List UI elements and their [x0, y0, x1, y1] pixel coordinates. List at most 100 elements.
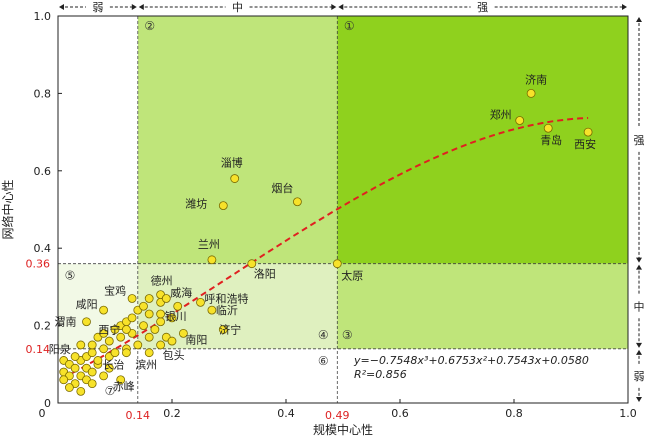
data-point — [167, 313, 177, 323]
data-point — [70, 352, 80, 361]
data-point-银川 — [156, 309, 166, 319]
data-point — [116, 332, 126, 342]
trend-layer — [63, 117, 589, 379]
y-band-mid-arrow-bottom — [636, 342, 642, 348]
y-band-strong-arrow-top — [636, 17, 642, 22]
y-tick-label: 1.0 — [34, 10, 52, 23]
data-point-阳泉 — [76, 340, 86, 350]
zone-number-3: ③ — [342, 328, 353, 342]
zone-number-2: ② — [144, 19, 155, 33]
data-point — [139, 321, 148, 331]
point-label: 南阳 — [185, 333, 207, 346]
y-band-strong-label: 强 — [634, 134, 645, 147]
data-point — [99, 328, 108, 338]
equation-box — [346, 351, 626, 381]
data-point — [99, 344, 108, 354]
y-threshold-label: 0.36 — [26, 258, 51, 271]
point-label: 威海 — [170, 286, 192, 300]
y-band-weak-arrow-top — [636, 349, 642, 355]
zone-4-fill — [137, 263, 338, 349]
data-point-济南 — [526, 89, 536, 98]
point-label: 济宁 — [219, 322, 241, 336]
threshold-lines — [58, 16, 628, 403]
point-label: 西安 — [574, 137, 596, 151]
data-point-宝鸡 — [127, 294, 137, 303]
point-label: 宝鸡 — [104, 284, 126, 298]
y-band-weak-label: 弱 — [634, 370, 645, 383]
y-band-weak-arrow-bottom — [636, 397, 642, 402]
point-label: 阳泉 — [49, 342, 71, 356]
zone-number-4: ④ — [318, 328, 329, 342]
data-point-包头 — [156, 340, 166, 350]
point-label: 济南 — [525, 72, 547, 86]
data-point-洛阳 — [247, 259, 257, 269]
data-point — [156, 317, 166, 327]
data-point — [127, 313, 137, 323]
data-point-咸阳 — [99, 305, 108, 315]
data-point — [59, 375, 69, 385]
data-point — [65, 383, 74, 392]
data-point-济宁 — [218, 325, 228, 334]
x-band-weak-arrow-left — [59, 4, 64, 10]
point-label: 兰州 — [198, 238, 220, 251]
zone-3-fill — [337, 263, 628, 349]
x-tick-label: 0 — [39, 407, 46, 420]
data-point — [144, 294, 154, 303]
point-label: 潍坊 — [185, 197, 207, 211]
point-label: 洛阳 — [254, 267, 276, 281]
x-threshold-label: 0.49 — [325, 409, 350, 422]
x-band-mid-label: 中 — [232, 1, 243, 14]
point-label: 太原 — [341, 270, 363, 283]
point-label: 呼和浩特 — [205, 291, 249, 305]
x-band-mid-arrow-left — [138, 4, 144, 10]
data-point — [104, 363, 114, 373]
data-point-潍坊 — [218, 201, 228, 211]
data-point-呼和浩特 — [196, 297, 205, 307]
data-point — [93, 356, 103, 365]
point-label: 赤峰 — [113, 380, 135, 393]
data-point — [150, 325, 160, 334]
data-point-临沂 — [207, 305, 217, 315]
data-point-兰州 — [207, 255, 217, 265]
point-label: 长治 — [102, 358, 124, 372]
data-point-淄博 — [230, 174, 240, 183]
y-tick-label: 0.2 — [34, 320, 52, 333]
data-point-南阳 — [178, 328, 188, 338]
data-point-郑州 — [515, 116, 525, 125]
data-point-西安 — [583, 127, 593, 137]
point-label: 咸阳 — [76, 298, 98, 311]
data-point — [76, 386, 86, 396]
data-point-渭南 — [82, 317, 91, 327]
x-tick-label: 0.6 — [391, 407, 409, 420]
point-label: 西宁 — [98, 322, 120, 336]
r2-text: R²=0.856 — [354, 368, 407, 381]
x-tick-label: 0.8 — [505, 407, 523, 420]
y-tick-label: 0.4 — [34, 242, 52, 255]
zone-number-5: ⑤ — [65, 269, 76, 283]
data-point-长治 — [122, 348, 131, 358]
data-point — [87, 367, 97, 377]
point-label: 渭南 — [55, 316, 77, 329]
point-label: 临沂 — [216, 303, 238, 317]
data-point-太原 — [332, 259, 342, 269]
data-point — [104, 336, 114, 346]
data-point-烟台 — [292, 197, 302, 207]
x-band-mid-arrow-right — [331, 4, 337, 10]
data-point — [144, 332, 154, 342]
data-point-滨州 — [144, 348, 154, 358]
data-point — [87, 348, 97, 358]
data-point — [70, 363, 80, 373]
x-tick-label: 1.0 — [619, 407, 637, 420]
data-point-青岛 — [543, 123, 553, 133]
zone-number-1: ① — [344, 19, 355, 33]
data-point-西宁 — [122, 325, 131, 334]
point-label: 银川 — [165, 309, 187, 323]
x-band-weak-arrow-right — [131, 4, 137, 10]
x-band-strong-label: 强 — [477, 1, 488, 14]
x-band-strong-arrow-right — [622, 4, 627, 10]
x-band-weak-label: 弱 — [92, 1, 103, 14]
zone-backgrounds — [58, 16, 628, 403]
